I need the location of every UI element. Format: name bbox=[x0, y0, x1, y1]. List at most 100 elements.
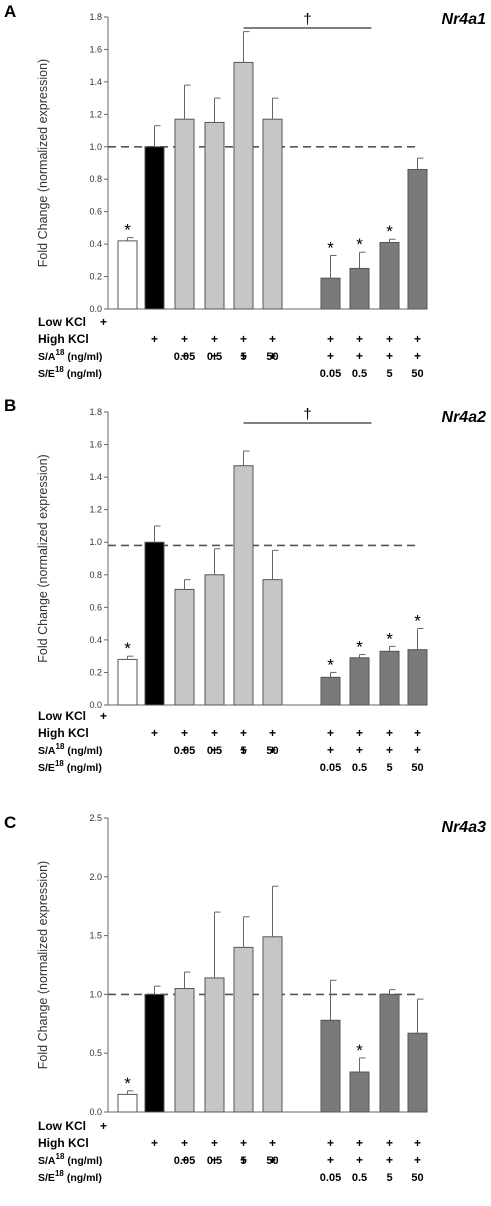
label-sa-main: S/A bbox=[38, 745, 56, 757]
plus-se: + bbox=[386, 349, 393, 363]
dagger-symbol: † bbox=[303, 11, 311, 28]
plus-se: + bbox=[327, 349, 334, 363]
y-tick-label: 1.8 bbox=[89, 407, 102, 417]
bar bbox=[379, 650, 400, 706]
bar bbox=[204, 977, 225, 1113]
bar bbox=[349, 1071, 370, 1113]
y-tick-label: 0.0 bbox=[89, 700, 102, 710]
y-tick-label: 1.5 bbox=[89, 931, 102, 941]
y-axis-label: Fold Change (normalized expression) bbox=[36, 861, 50, 1069]
plus-low-kcl: + bbox=[100, 315, 107, 329]
bar bbox=[407, 168, 428, 310]
plus-high-kcl: + bbox=[269, 332, 276, 346]
y-tick-label: 0.4 bbox=[89, 635, 102, 645]
bar bbox=[320, 1019, 341, 1113]
label-se-sup: 18 bbox=[55, 365, 64, 374]
plus-sa: + bbox=[269, 1153, 276, 1167]
label-sa-main: S/A bbox=[38, 1155, 56, 1167]
label-se: S/E18 (ng/ml) bbox=[38, 759, 102, 774]
y-tick-label: 0.2 bbox=[89, 667, 102, 677]
plus-sa: + bbox=[269, 349, 276, 363]
y-tick-label: 1.0 bbox=[89, 537, 102, 547]
significance-star: * bbox=[124, 639, 131, 658]
label-se-unit: (ng/ml) bbox=[67, 368, 102, 380]
sa-concentration: 50 bbox=[266, 351, 278, 363]
label-se-main: S/E bbox=[38, 762, 55, 774]
y-tick-label: 0.0 bbox=[89, 1107, 102, 1117]
label-sa-unit: (ng/ml) bbox=[67, 351, 102, 363]
y-tick-label: 0.6 bbox=[89, 207, 102, 217]
chart-panel-C: C Nr4a3 Fold Change (normalized expression… bbox=[4, 813, 486, 1184]
significance-star: * bbox=[356, 235, 363, 254]
label-sa: S/A18 (ng/ml) bbox=[38, 742, 102, 757]
sa-concentration: 0.5 bbox=[207, 1155, 222, 1167]
label-low-kcl: Low KCl bbox=[38, 709, 86, 723]
plus-high-kcl: + bbox=[211, 726, 218, 740]
y-tick-label: 0.6 bbox=[89, 602, 102, 612]
label-low-kcl: Low KCl bbox=[38, 315, 86, 329]
bar bbox=[174, 118, 195, 310]
bar bbox=[174, 588, 195, 706]
y-tick-label: 0.4 bbox=[89, 239, 102, 249]
bar bbox=[349, 657, 370, 706]
label-sa: S/A18 (ng/ml) bbox=[38, 1152, 102, 1167]
label-sa-sup: 18 bbox=[56, 1152, 65, 1161]
plus-high-kcl: + bbox=[414, 332, 421, 346]
significance-star: * bbox=[124, 221, 131, 240]
plus-high-kcl: + bbox=[211, 1136, 218, 1150]
label-high-kcl: High KCl bbox=[38, 332, 89, 346]
plus-sa: + bbox=[211, 349, 218, 363]
bar bbox=[233, 465, 254, 706]
bar bbox=[204, 574, 225, 706]
y-tick-label: 0.0 bbox=[89, 304, 102, 314]
sa-concentration: 0.05 bbox=[174, 745, 195, 757]
bar bbox=[144, 146, 165, 310]
plus-low-kcl: + bbox=[100, 1119, 107, 1133]
label-se-sup: 18 bbox=[55, 759, 64, 768]
bar bbox=[204, 121, 225, 310]
label-se-sup: 18 bbox=[55, 1169, 64, 1178]
plus-high-kcl: + bbox=[151, 332, 158, 346]
plus-high-kcl: + bbox=[386, 332, 393, 346]
se-concentration: 0.05 bbox=[320, 1172, 341, 1184]
bar bbox=[233, 946, 254, 1113]
se-concentration: 0.05 bbox=[320, 762, 341, 774]
plus-high-kcl: + bbox=[269, 1136, 276, 1150]
se-concentration: 50 bbox=[411, 762, 423, 774]
plus-high-kcl: + bbox=[414, 726, 421, 740]
label-se: S/E18 (ng/ml) bbox=[38, 1169, 102, 1184]
bar bbox=[262, 118, 283, 310]
y-tick-label: 1.0 bbox=[89, 142, 102, 152]
bar bbox=[379, 241, 400, 310]
plus-sa: + bbox=[240, 743, 247, 757]
label-sa-sup: 18 bbox=[56, 742, 65, 751]
sa-concentration: 50 bbox=[266, 1155, 278, 1167]
plus-se: + bbox=[327, 1153, 334, 1167]
label-se: S/E18 (ng/ml) bbox=[38, 365, 102, 380]
plus-high-kcl: + bbox=[181, 332, 188, 346]
panel-letter: A bbox=[4, 2, 16, 21]
bar bbox=[407, 649, 428, 706]
sa-concentration: 0.05 bbox=[174, 351, 195, 363]
bar bbox=[407, 1032, 428, 1113]
label-sa-unit: (ng/ml) bbox=[67, 745, 102, 757]
plus-high-kcl: + bbox=[181, 726, 188, 740]
bar bbox=[144, 541, 165, 706]
plus-se: + bbox=[356, 1153, 363, 1167]
bar bbox=[117, 240, 138, 310]
plus-high-kcl: + bbox=[327, 332, 334, 346]
se-concentration: 0.5 bbox=[352, 368, 367, 380]
se-concentration: 0.5 bbox=[352, 762, 367, 774]
bar bbox=[262, 579, 283, 706]
se-concentration: 50 bbox=[411, 1172, 423, 1184]
plus-high-kcl: + bbox=[151, 726, 158, 740]
se-concentration: 5 bbox=[386, 1172, 392, 1184]
plus-low-kcl: + bbox=[100, 709, 107, 723]
chart-panel-B: B Nr4a2 Fold Change (normalized expression… bbox=[4, 396, 486, 774]
se-concentration: 5 bbox=[386, 368, 392, 380]
gene-name: Nr4a1 bbox=[442, 11, 487, 28]
bar bbox=[379, 993, 400, 1113]
significance-star: * bbox=[386, 222, 393, 241]
gene-name: Nr4a2 bbox=[442, 409, 487, 426]
